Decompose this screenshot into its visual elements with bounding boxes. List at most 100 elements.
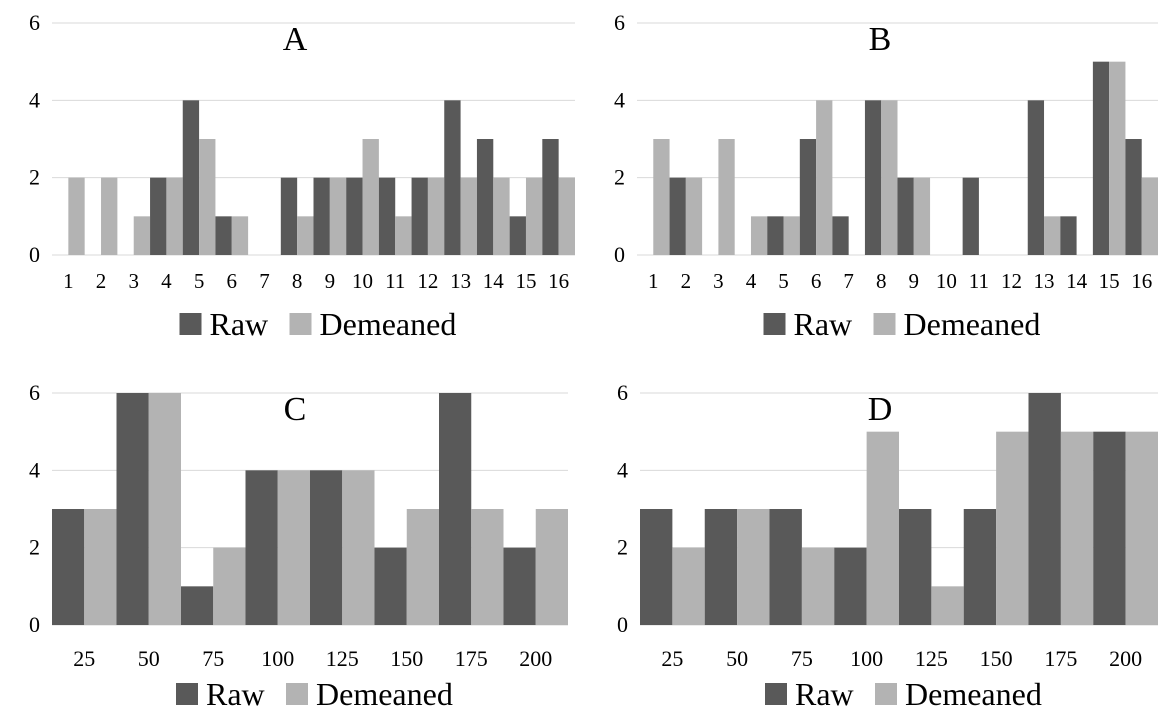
bar-raw-9 xyxy=(313,177,330,255)
y-tick-label: 6 xyxy=(614,10,625,35)
bar-raw-75 xyxy=(769,509,802,625)
legend: Raw Demeaned xyxy=(763,306,1040,342)
x-tick-label: 15 xyxy=(515,269,536,293)
bar-raw-14 xyxy=(476,139,494,255)
bar-demeaned-50 xyxy=(737,509,770,625)
bar-raw-16 xyxy=(542,139,559,255)
legend: Raw Demeaned xyxy=(176,676,453,712)
bar-demeaned-13 xyxy=(1044,216,1061,255)
bar-raw-16 xyxy=(1125,139,1142,255)
x-tick-label: 175 xyxy=(455,646,488,671)
x-tick-label: 125 xyxy=(915,646,948,671)
x-tick-label: 9 xyxy=(909,269,920,293)
bar-raw-2 xyxy=(669,177,686,255)
bar-raw-175 xyxy=(1028,393,1061,625)
x-tick-label: 12 xyxy=(1001,269,1022,293)
bar-raw-11 xyxy=(378,177,396,255)
y-tick-label: 0 xyxy=(614,242,625,267)
x-tick-label: 7 xyxy=(843,269,854,293)
bar-demeaned-13 xyxy=(460,177,477,255)
legend-swatch-raw xyxy=(176,683,198,705)
legend-swatch-demeaned xyxy=(873,313,896,335)
y-tick-label: 4 xyxy=(29,457,40,482)
bar-raw-8 xyxy=(864,100,882,255)
bar-raw-25 xyxy=(640,509,673,625)
x-tick-label: 16 xyxy=(548,269,569,293)
legend-swatch-raw xyxy=(179,313,202,335)
bar-raw-100 xyxy=(245,470,278,625)
bar-raw-14 xyxy=(1060,216,1077,255)
x-tick-label: 100 xyxy=(850,646,883,671)
bar-demeaned-150 xyxy=(406,509,439,625)
bar-raw-10 xyxy=(346,177,363,255)
bar-demeaned-5 xyxy=(783,216,800,255)
x-tick-label: 1 xyxy=(63,269,74,293)
bar-raw-125 xyxy=(310,470,343,625)
x-tick-label: 13 xyxy=(450,269,471,293)
bar-raw-6 xyxy=(799,139,817,255)
bar-raw-5 xyxy=(767,216,784,255)
y-tick-label: 0 xyxy=(29,612,40,637)
y-tick-label: 0 xyxy=(617,612,628,637)
bar-demeaned-2 xyxy=(685,177,703,255)
bar-demeaned-4 xyxy=(166,177,183,255)
x-tick-label: 125 xyxy=(326,646,359,671)
chart-panel-c: 0 2 4 6 25 50 75 100 125 150 175 200 C Raw Demeaned xyxy=(29,380,568,712)
y-tick-label: 2 xyxy=(29,535,40,560)
bar-demeaned-14 xyxy=(493,177,510,255)
bar-demeaned-25 xyxy=(672,547,705,625)
x-tick-label: 25 xyxy=(73,646,95,671)
bar-demeaned-100 xyxy=(277,470,310,625)
bar-demeaned-125 xyxy=(342,470,375,625)
x-tick-label: 2 xyxy=(96,269,107,293)
bar-demeaned-5 xyxy=(199,139,216,255)
bar-demeaned-1 xyxy=(653,139,670,255)
chart-panel-d: 0 2 4 6 25 50 75 100 125 150 175 200 D Raw Demeaned xyxy=(617,380,1158,712)
bar-raw-50 xyxy=(116,393,149,625)
x-tick-label: 12 xyxy=(417,269,438,293)
bar-raw-150 xyxy=(963,509,997,625)
bar-demeaned-16 xyxy=(1141,177,1158,255)
bar-raw-6 xyxy=(215,216,232,255)
bar-demeaned-100 xyxy=(866,431,900,625)
bar-demeaned-8 xyxy=(297,216,314,255)
bar-raw-200 xyxy=(1093,431,1126,625)
bar-demeaned-175 xyxy=(471,509,504,625)
bar-raw-13 xyxy=(444,100,461,255)
bar-demeaned-15 xyxy=(525,177,543,255)
bar-demeaned-4 xyxy=(750,216,768,255)
legend-label: Demeaned xyxy=(316,676,453,712)
bar-demeaned-6 xyxy=(231,216,249,255)
bar-demeaned-6 xyxy=(816,100,833,255)
legend-swatch-raw xyxy=(763,313,786,335)
legend: Raw Demeaned xyxy=(179,306,456,342)
legend-swatch-demeaned xyxy=(875,683,897,705)
x-tick-label: 75 xyxy=(791,646,813,671)
bar-raw-50 xyxy=(704,509,738,625)
bar-demeaned-8 xyxy=(881,100,898,255)
y-tick-label: 4 xyxy=(29,87,40,112)
legend-label: Raw xyxy=(795,676,854,712)
x-tick-label: 7 xyxy=(259,269,270,293)
legend-label: Raw xyxy=(794,306,853,342)
x-tick-label: 4 xyxy=(746,269,757,293)
bar-demeaned-9 xyxy=(913,177,931,255)
legend-label: Demeaned xyxy=(905,676,1042,712)
x-tick-label: 5 xyxy=(778,269,789,293)
bar-raw-5 xyxy=(182,100,200,255)
bar-demeaned-1 xyxy=(68,177,85,255)
bar-demeaned-12 xyxy=(427,177,445,255)
x-tick-label: 6 xyxy=(227,269,238,293)
bar-demeaned-16 xyxy=(558,177,575,255)
bar-raw-12 xyxy=(411,177,428,255)
bar-demeaned-125 xyxy=(931,586,964,625)
x-tick-label: 100 xyxy=(261,646,294,671)
x-tick-label: 150 xyxy=(390,646,423,671)
bar-demeaned-11 xyxy=(395,216,412,255)
x-tick-label: 3 xyxy=(713,269,724,293)
y-tick-label: 0 xyxy=(29,242,40,267)
bar-demeaned-200 xyxy=(535,509,568,625)
bar-demeaned-175 xyxy=(1060,431,1094,625)
x-tick-label: 8 xyxy=(292,269,303,293)
